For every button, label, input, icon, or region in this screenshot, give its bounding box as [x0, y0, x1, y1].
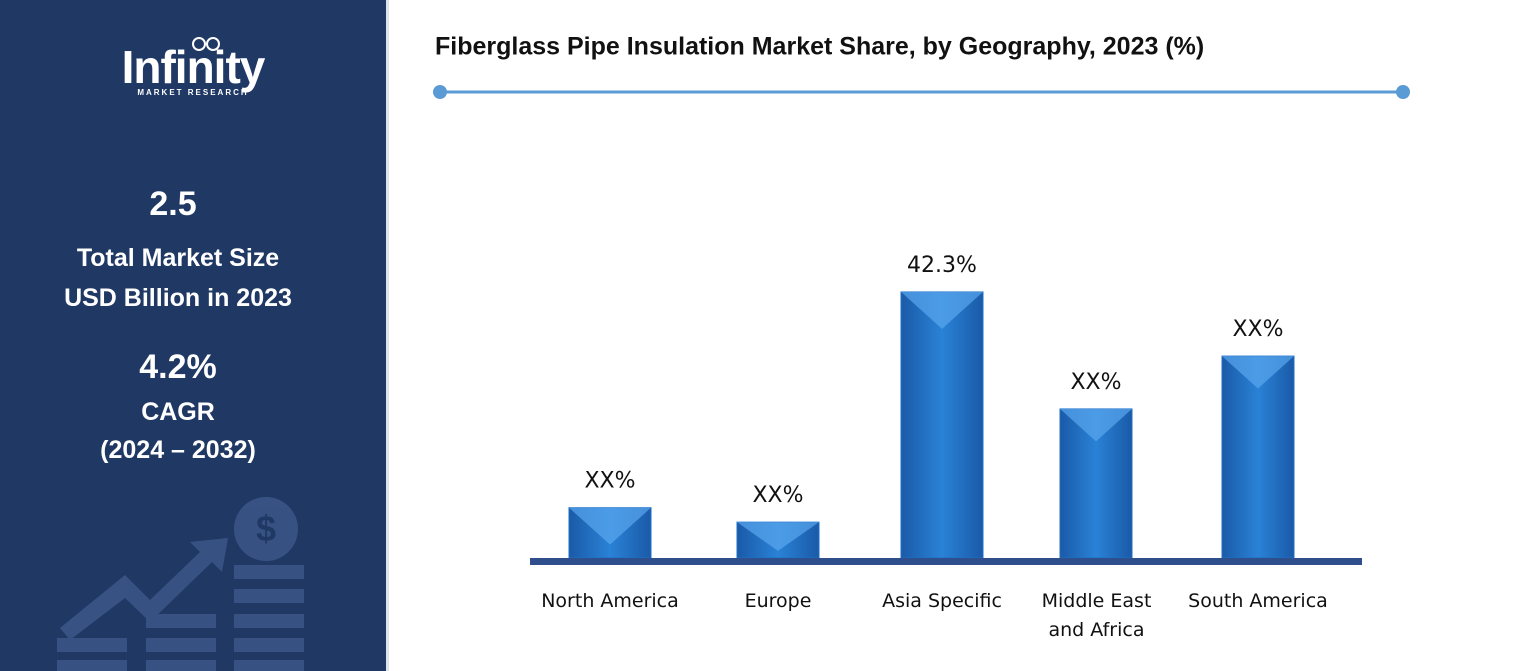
sidebar-decor: $	[57, 37, 304, 671]
cagr-label: CAGR	[141, 398, 215, 426]
rule-dot	[1396, 85, 1410, 99]
logo: Infinity	[121, 41, 266, 93]
cagr: 4.2%	[139, 348, 217, 386]
x-tick-label: Asia Specific	[882, 590, 1002, 612]
value-label: 42.3%	[907, 253, 977, 278]
x-tick-label: North America	[541, 590, 679, 612]
x-tick-label: Europe	[744, 590, 812, 612]
value-label: XX%	[1232, 317, 1283, 342]
bar-highlight	[1060, 408, 1132, 442]
bar	[1221, 355, 1295, 559]
x-tick-label: Middle East and Africa	[1041, 590, 1152, 641]
logo-tagline: MARKET RESEARCH	[137, 88, 249, 97]
bar-highlight	[1222, 356, 1294, 389]
bar-highlight	[901, 291, 983, 329]
value-label: XX%	[584, 469, 635, 494]
rule-dot	[433, 85, 447, 99]
cagr-period: (2024 – 2032)	[100, 436, 256, 464]
bar	[900, 291, 984, 559]
market-size-label: Total Market Size	[76, 244, 280, 272]
chart-title: Fiberglass Pipe Insulation Market Share,…	[435, 33, 1204, 61]
market-size: 2.5	[149, 185, 197, 223]
market-size-label: USD Billion in 2023	[64, 284, 292, 312]
sidebar: $ Infinity MARKET RESEARCH 2.5 Total Mar…	[0, 0, 389, 671]
bar-highlight	[569, 507, 651, 545]
bar-highlight	[737, 522, 819, 551]
value-label: XX%	[1070, 370, 1121, 395]
svg-text:$: $	[256, 508, 276, 549]
x-tick-label: South America	[1188, 590, 1328, 612]
value-label: XX%	[752, 483, 803, 508]
baseline	[530, 558, 1362, 565]
